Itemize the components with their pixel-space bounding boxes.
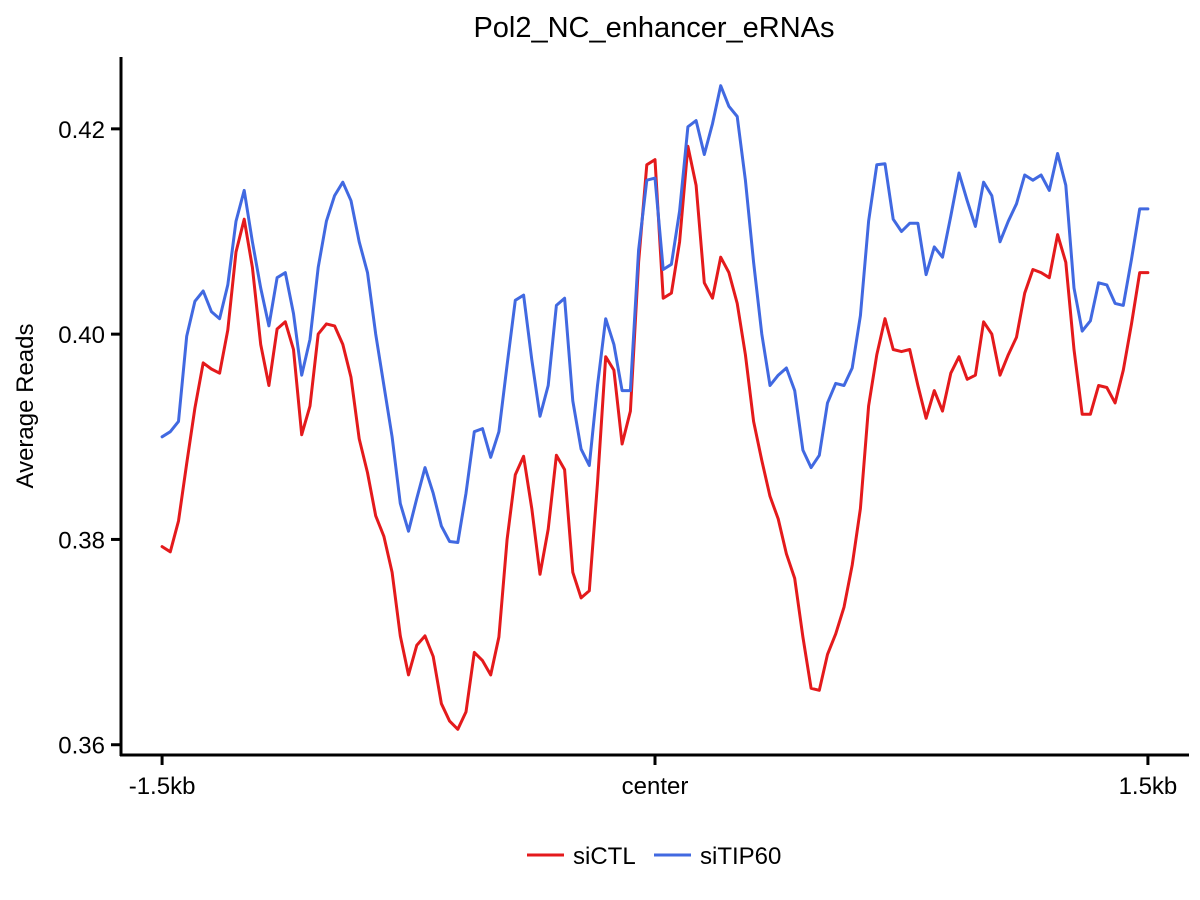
y-axis-title: Average Reads — [12, 324, 39, 489]
legend: siCTL siTIP60 — [527, 843, 781, 870]
x-tick-label: -1.5kb — [129, 773, 196, 800]
chart-title: Pol2_NC_enhancer_eRNAs — [473, 12, 834, 44]
y-tick-label: 0.36 — [58, 733, 105, 760]
series-line-sitip60 — [160, 84, 1150, 544]
x-ticks: -1.5kb center 1.5kb — [129, 755, 1178, 800]
y-tick-label: 0.42 — [58, 117, 105, 144]
series-line-sictl — [160, 144, 1150, 731]
y-tick-label: 0.40 — [58, 322, 105, 349]
y-ticks: 0.36 0.38 0.40 0.42 — [58, 117, 121, 760]
x-tick-label: center — [622, 773, 689, 800]
legend-label-sictl: siCTL — [573, 843, 636, 870]
y-tick-label: 0.38 — [58, 527, 105, 554]
plot-area: 0.36 0.38 0.40 0.42 -1.5kb center 1.5kb — [58, 57, 1189, 800]
x-tick-label: 1.5kb — [1119, 773, 1178, 800]
legend-label-sitip60: siTIP60 — [700, 843, 781, 870]
series-lines — [160, 84, 1150, 731]
